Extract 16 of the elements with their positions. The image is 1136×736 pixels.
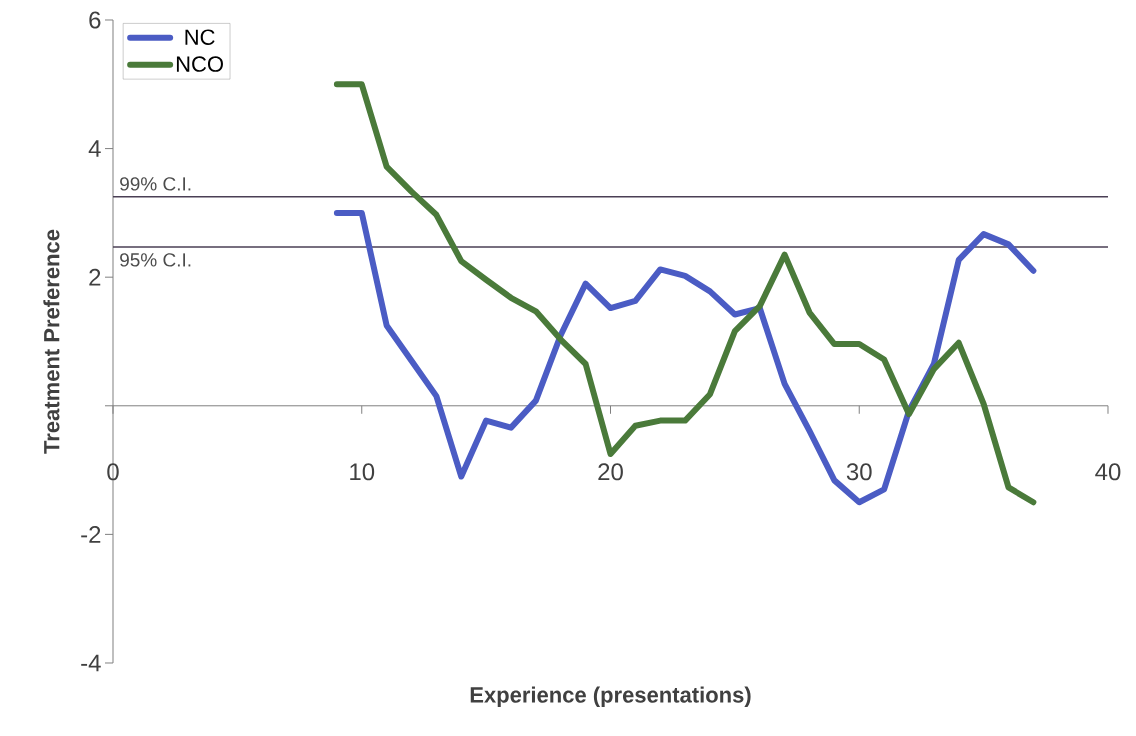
legend-label: NC xyxy=(185,29,215,45)
x-tick-label: 30 xyxy=(846,463,872,481)
x-tick-label: 20 xyxy=(598,463,623,481)
y-tick-label: -4 xyxy=(81,654,101,672)
x-axis-title: Experience (presentations) xyxy=(470,686,751,708)
x-tick-label: 10 xyxy=(350,463,375,481)
y-tick-label: -2 xyxy=(81,526,101,543)
ref-line-label: 95% C.I. xyxy=(120,253,191,267)
x-tick-label: 0 xyxy=(107,463,119,481)
y-tick-label: 4 xyxy=(88,140,101,157)
y-tick-label: 2 xyxy=(89,268,101,286)
y-tick-label: 6 xyxy=(89,11,101,29)
x-tick-label: 40 xyxy=(1095,463,1121,481)
y-axis-title: Treatment Preference xyxy=(43,229,60,454)
legend-label: NCO xyxy=(176,56,223,72)
ref-line-label: 99% C.I. xyxy=(120,177,191,191)
